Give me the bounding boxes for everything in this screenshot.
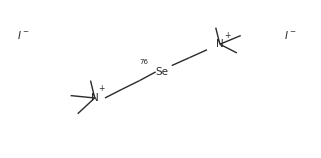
Text: N: N [216, 39, 224, 49]
Text: N: N [91, 93, 99, 103]
Text: +: + [224, 31, 230, 40]
Text: $I^-$: $I^-$ [17, 29, 30, 41]
Text: +: + [99, 84, 105, 93]
Text: Se: Se [156, 67, 169, 77]
Text: 76: 76 [139, 59, 148, 65]
Text: $I^-$: $I^-$ [284, 29, 297, 41]
